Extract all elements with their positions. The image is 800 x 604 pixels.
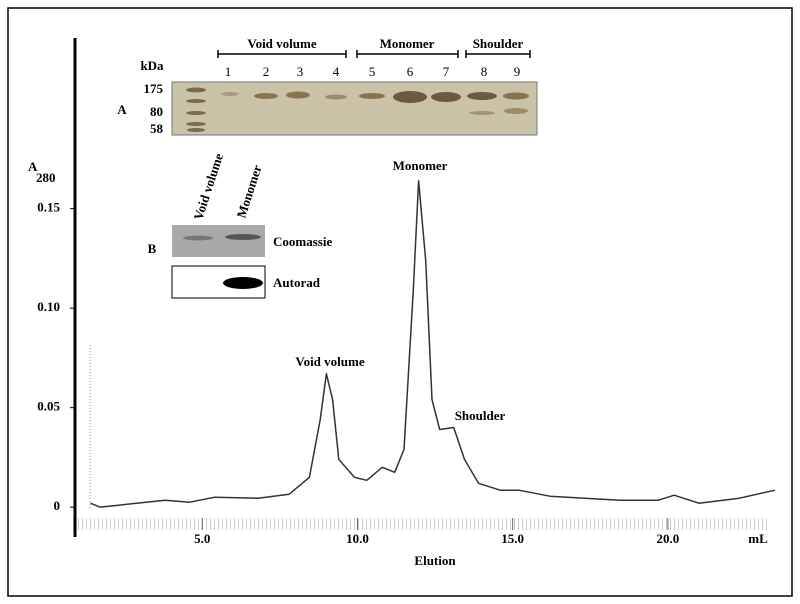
x-tick-label: 10.0 <box>346 531 369 546</box>
marker-label: 175 <box>144 81 164 96</box>
lane-number: 2 <box>263 64 270 79</box>
gel <box>171 81 538 136</box>
annotation: Void volume <box>295 354 364 369</box>
lane-number: 4 <box>333 64 340 79</box>
annotation: Shoulder <box>455 408 506 423</box>
marker-label: 80 <box>150 104 163 119</box>
lane-number: 9 <box>514 64 521 79</box>
y-label-sub: 280 <box>36 170 56 185</box>
y-tick-label: 0.15 <box>37 200 60 215</box>
lane-number: 1 <box>225 64 232 79</box>
frame <box>7 7 793 597</box>
marker-label: 58 <box>150 121 164 136</box>
y-tick-label: 0.10 <box>37 299 60 314</box>
autorad-band <box>223 277 263 289</box>
sample-bands <box>221 91 529 115</box>
group-label: Shoulder <box>473 36 524 51</box>
lane-number: 6 <box>407 64 414 79</box>
row-label: Autorad <box>273 275 321 290</box>
coomassie-band <box>183 235 213 241</box>
unit-label: kDa <box>140 58 164 73</box>
lane-number: 8 <box>481 64 488 79</box>
y-tick-label: 0.05 <box>37 399 60 414</box>
trace <box>90 180 776 508</box>
annotation: Monomer <box>393 158 448 173</box>
x-unit: mL <box>748 531 768 546</box>
marker-bands <box>186 87 206 132</box>
x-tick-label: 20.0 <box>656 531 679 546</box>
lane-number: 7 <box>443 64 450 79</box>
group-label: Void volume <box>247 36 316 51</box>
group-brackets <box>217 50 531 58</box>
y-label: A <box>28 159 38 174</box>
y-tick-label: 0 <box>54 498 61 513</box>
lane-label: Void volume <box>190 151 226 222</box>
group-label: Monomer <box>380 36 435 51</box>
panel-letter: B <box>148 241 157 256</box>
panel-letter: A <box>117 102 127 117</box>
x-label: Elution <box>414 553 456 568</box>
x-tick-label: 15.0 <box>501 531 524 546</box>
lane-number: 3 <box>297 64 304 79</box>
coomassie-band <box>225 234 261 240</box>
x-tick-label: 5.0 <box>194 531 210 546</box>
coomassie-blot <box>172 225 265 257</box>
lane-label: Monomer <box>233 163 264 220</box>
lane-number: 5 <box>369 64 376 79</box>
row-label: Coomassie <box>273 234 332 249</box>
